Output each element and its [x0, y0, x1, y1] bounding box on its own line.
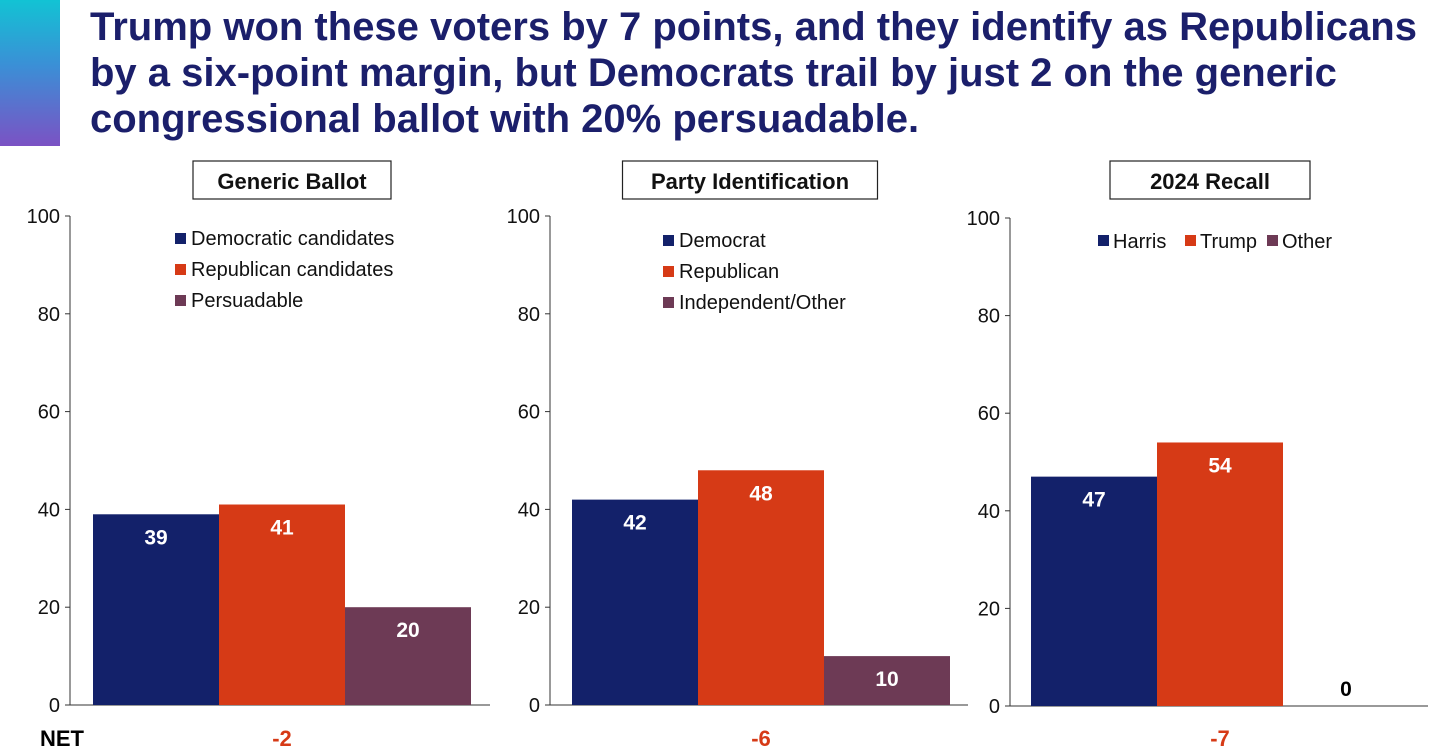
legend-label: Trump: [1200, 231, 1257, 253]
data-label: 0: [1340, 678, 1352, 701]
y-tick-label: 80: [978, 306, 1000, 328]
legend-swatch: [1098, 235, 1109, 246]
y-tick-label: 80: [38, 304, 60, 326]
y-tick-label: 40: [518, 499, 540, 521]
net-value: -6: [751, 726, 771, 751]
y-tick-label: 0: [49, 695, 60, 717]
legend-swatch: [175, 233, 186, 244]
legend-swatch: [663, 297, 674, 308]
data-label: 47: [1082, 489, 1105, 512]
y-tick-label: 0: [529, 695, 540, 717]
bar-persuadable: [345, 607, 471, 705]
data-label: 41: [270, 517, 294, 540]
net-label: NET: [40, 726, 84, 751]
bar-independent-other: [824, 656, 950, 705]
y-tick-label: 20: [978, 598, 1000, 620]
data-label: 42: [623, 512, 646, 535]
legend-label: Persuadable: [191, 290, 303, 312]
data-label: 54: [1208, 454, 1232, 477]
accent-bar: [0, 0, 60, 146]
legend-label: Harris: [1113, 231, 1166, 253]
bar-democrat: [572, 499, 698, 705]
headline: Trump won these voters by 7 points, and …: [90, 5, 1417, 141]
legend-swatch: [1267, 235, 1278, 246]
y-tick-label: 60: [978, 403, 1000, 425]
legend-label: Other: [1282, 231, 1332, 253]
net-value: -2: [272, 726, 292, 751]
y-tick-label: 40: [38, 499, 60, 521]
bar-republican-candidates: [219, 504, 345, 705]
data-label: 48: [749, 482, 773, 505]
bar-trump: [1157, 442, 1283, 706]
y-tick-label: 40: [978, 501, 1000, 523]
legend-swatch: [175, 295, 186, 306]
legend-swatch: [663, 266, 674, 277]
bar-harris: [1031, 476, 1157, 706]
legend-label: Republican: [679, 261, 779, 283]
data-label: 39: [144, 526, 167, 549]
y-tick-label: 100: [967, 208, 1000, 230]
net-value: -7: [1210, 726, 1230, 751]
y-tick-label: 20: [518, 597, 540, 619]
y-tick-label: 60: [38, 402, 60, 424]
legend-label: Democrat: [679, 230, 766, 252]
legend-swatch: [663, 235, 674, 246]
y-tick-label: 0: [989, 696, 1000, 718]
bar-republican: [698, 470, 824, 705]
legend-label: Independent/Other: [679, 292, 846, 314]
legend-swatch: [175, 264, 186, 275]
chart-title: Party Identification: [651, 169, 849, 194]
y-tick-label: 20: [38, 597, 60, 619]
chart-title: Generic Ballot: [217, 169, 367, 194]
y-tick-label: 80: [518, 304, 540, 326]
legend-swatch: [1185, 235, 1196, 246]
y-tick-label: 60: [518, 402, 540, 424]
chart-title: 2024 Recall: [1150, 169, 1270, 194]
chart-title-box: [621, 160, 879, 200]
y-tick-label: 100: [507, 206, 540, 228]
y-tick-label: 100: [27, 206, 60, 228]
bar-democratic-candidates: [93, 514, 219, 705]
legend-label: Republican candidates: [191, 259, 393, 281]
chart-title-box: [192, 160, 392, 200]
data-label: 10: [875, 668, 898, 691]
data-label: 20: [396, 619, 419, 642]
chart-title-box: [1109, 160, 1311, 200]
legend-label: Democratic candidates: [191, 228, 394, 250]
